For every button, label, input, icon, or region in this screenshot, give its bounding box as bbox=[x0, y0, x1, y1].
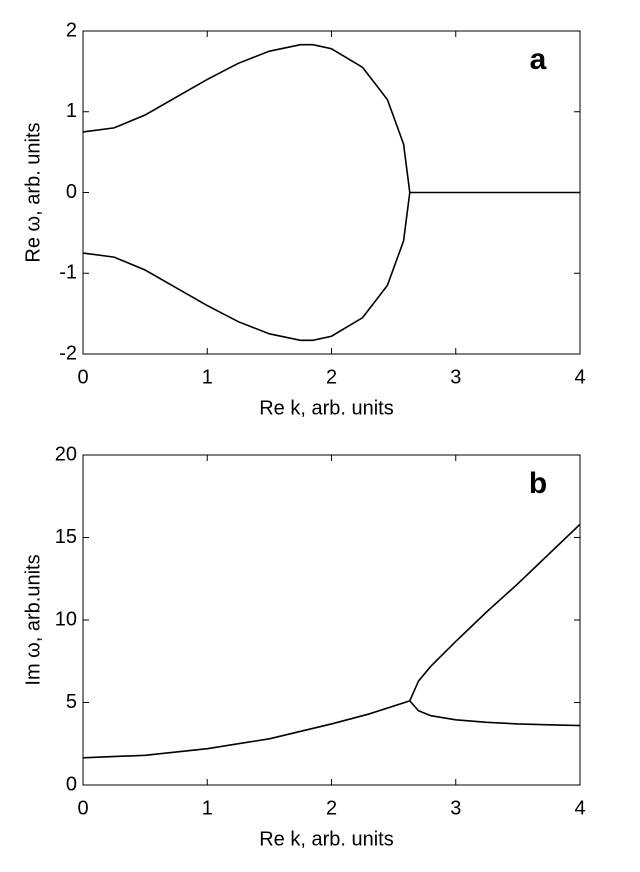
y-tick-label: 15 bbox=[55, 526, 77, 548]
y-tick-label: -2 bbox=[59, 342, 77, 364]
y-tick-label: -1 bbox=[59, 262, 77, 284]
y-tick-label: 0 bbox=[66, 773, 77, 795]
x-tick-label: 2 bbox=[326, 366, 337, 388]
x-tick-label: 4 bbox=[574, 366, 585, 388]
y-tick-label: 0 bbox=[66, 181, 77, 203]
x-tick-label: 3 bbox=[450, 797, 461, 819]
curve bbox=[82, 43, 411, 193]
y-axis-label: Re ω, arb. units bbox=[22, 122, 44, 262]
curve bbox=[82, 700, 411, 759]
y-tick-label: 1 bbox=[66, 100, 77, 122]
y-tick-label: 2 bbox=[66, 19, 77, 41]
y-axis-label: Im ω, arb.units bbox=[22, 554, 44, 685]
x-axis-label: Re k, arb. units bbox=[259, 828, 394, 850]
x-tick-label: 3 bbox=[450, 366, 461, 388]
curve bbox=[409, 700, 581, 727]
x-tick-label: 1 bbox=[202, 797, 213, 819]
x-tick-label: 0 bbox=[77, 797, 88, 819]
x-tick-label: 2 bbox=[326, 797, 337, 819]
x-tick-label: 1 bbox=[202, 366, 213, 388]
x-axis-label: Re k, arb. units bbox=[259, 397, 394, 419]
panel-label: a bbox=[530, 43, 547, 76]
curve bbox=[82, 192, 411, 342]
x-tick-label: 0 bbox=[77, 366, 88, 388]
y-tick-label: 20 bbox=[55, 443, 77, 465]
y-tick-label: 10 bbox=[55, 608, 77, 630]
x-tick-label: 4 bbox=[574, 797, 585, 819]
curve bbox=[409, 523, 581, 702]
panel-label: b bbox=[529, 467, 547, 500]
y-tick-label: 5 bbox=[66, 691, 77, 713]
